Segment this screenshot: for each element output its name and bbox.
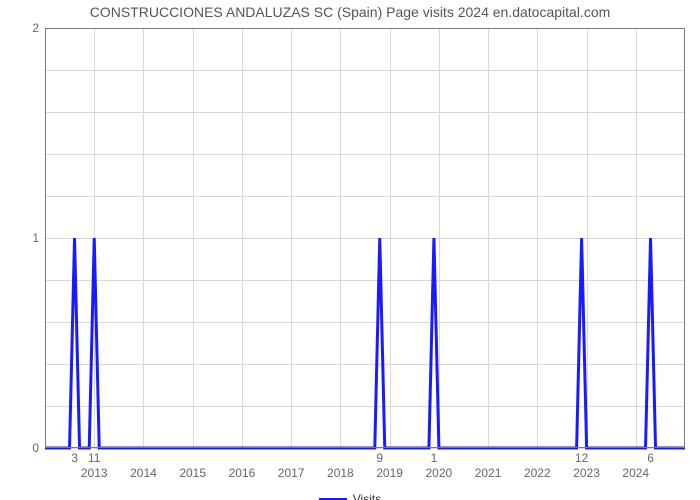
- spike-label: 1: [431, 451, 438, 465]
- spike-label: 12: [575, 451, 588, 465]
- x-tick-label: 2022: [524, 466, 551, 480]
- y-tick-label: 2: [21, 21, 39, 35]
- chart-title: CONSTRUCCIONES ANDALUZAS SC (Spain) Page…: [0, 4, 700, 20]
- x-tick-label: 2024: [622, 466, 649, 480]
- line-series: [45, 28, 685, 448]
- y-tick-label: 1: [21, 231, 39, 245]
- x-tick-label: 2021: [475, 466, 502, 480]
- x-tick-label: 2019: [376, 466, 403, 480]
- spike-label: 6: [647, 451, 654, 465]
- x-tick-label: 2017: [278, 466, 305, 480]
- x-tick-label: 2013: [81, 466, 108, 480]
- spike-label: 9: [376, 451, 383, 465]
- y-tick-label: 0: [21, 441, 39, 455]
- visits-line: [45, 238, 685, 448]
- x-tick-label: 2014: [130, 466, 157, 480]
- x-tick-label: 2016: [229, 466, 256, 480]
- legend: Visits: [0, 492, 700, 500]
- legend-label: Visits: [353, 492, 381, 500]
- x-tick-label: 2015: [179, 466, 206, 480]
- plot-area: [45, 28, 685, 448]
- x-tick-label: 2023: [573, 466, 600, 480]
- chart-container: CONSTRUCCIONES ANDALUZAS SC (Spain) Page…: [0, 0, 700, 500]
- spike-label: 11: [88, 451, 100, 465]
- spike-label: 3: [71, 451, 78, 465]
- x-tick-label: 2020: [425, 466, 452, 480]
- x-tick-label: 2018: [327, 466, 354, 480]
